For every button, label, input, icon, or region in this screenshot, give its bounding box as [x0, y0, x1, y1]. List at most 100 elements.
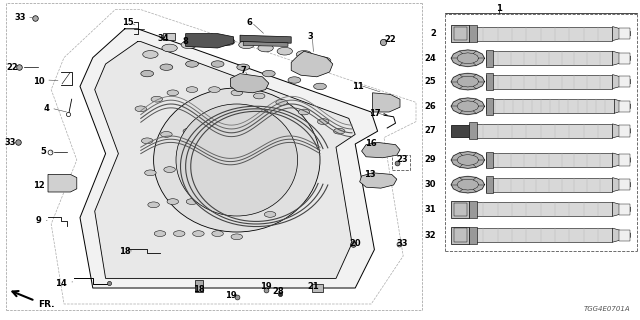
Polygon shape — [230, 74, 269, 93]
Text: 14: 14 — [56, 279, 67, 288]
Text: 20: 20 — [349, 239, 361, 248]
Polygon shape — [240, 35, 291, 43]
Text: 29: 29 — [425, 156, 436, 164]
Bar — [486, 153, 612, 167]
Polygon shape — [612, 202, 630, 216]
Circle shape — [135, 106, 147, 112]
Circle shape — [205, 128, 217, 134]
Bar — [486, 73, 493, 90]
Circle shape — [314, 83, 326, 90]
Polygon shape — [362, 142, 400, 158]
Polygon shape — [80, 29, 378, 288]
Polygon shape — [95, 42, 355, 278]
Polygon shape — [612, 27, 630, 41]
Bar — [469, 123, 477, 139]
Circle shape — [207, 167, 218, 172]
Text: 32: 32 — [425, 231, 436, 240]
Circle shape — [296, 51, 312, 58]
Polygon shape — [451, 98, 484, 115]
Circle shape — [186, 199, 198, 204]
Text: 19: 19 — [225, 292, 236, 300]
Text: 31: 31 — [425, 205, 436, 214]
Polygon shape — [451, 73, 484, 90]
Text: 18: 18 — [119, 247, 131, 256]
Text: 11: 11 — [353, 82, 364, 91]
Circle shape — [239, 41, 254, 49]
Circle shape — [237, 64, 250, 70]
Bar — [451, 201, 469, 218]
Bar — [486, 176, 493, 193]
Bar — [619, 125, 630, 137]
Circle shape — [228, 167, 239, 172]
Bar — [486, 152, 493, 168]
Text: 5: 5 — [40, 148, 46, 156]
Text: 9: 9 — [36, 216, 42, 225]
Circle shape — [333, 128, 345, 134]
Bar — [486, 178, 612, 192]
Circle shape — [276, 100, 287, 105]
Bar — [619, 229, 630, 241]
Bar — [619, 52, 630, 64]
Circle shape — [141, 138, 153, 144]
Text: 12: 12 — [33, 181, 45, 190]
Bar — [454, 228, 467, 242]
Polygon shape — [612, 124, 630, 138]
Circle shape — [145, 170, 156, 176]
Circle shape — [173, 231, 185, 236]
Circle shape — [231, 234, 243, 240]
Text: 19: 19 — [260, 282, 271, 291]
Polygon shape — [372, 93, 400, 112]
Circle shape — [186, 61, 198, 67]
Bar — [195, 280, 203, 292]
Ellipse shape — [154, 88, 320, 232]
Text: 18: 18 — [193, 285, 204, 294]
Circle shape — [143, 51, 158, 58]
Circle shape — [249, 170, 260, 176]
Circle shape — [167, 90, 179, 96]
Bar — [619, 154, 630, 166]
Text: 13: 13 — [364, 170, 376, 179]
Polygon shape — [612, 75, 630, 89]
Text: 21: 21 — [308, 282, 319, 291]
Text: 28: 28 — [273, 287, 284, 296]
Polygon shape — [243, 42, 288, 46]
Text: 23: 23 — [397, 156, 408, 164]
Bar — [451, 227, 469, 244]
Text: 26: 26 — [425, 102, 436, 111]
Text: 30: 30 — [425, 180, 436, 189]
Bar — [469, 202, 612, 216]
Polygon shape — [612, 178, 630, 192]
Text: 22: 22 — [6, 63, 18, 72]
Bar — [619, 179, 630, 190]
Polygon shape — [612, 153, 630, 167]
Circle shape — [148, 202, 159, 208]
Text: 6: 6 — [246, 18, 253, 27]
Circle shape — [181, 41, 196, 49]
Bar — [469, 27, 612, 41]
Circle shape — [185, 167, 196, 172]
Circle shape — [211, 61, 224, 67]
Circle shape — [154, 231, 166, 236]
Polygon shape — [614, 99, 630, 113]
Circle shape — [151, 96, 163, 102]
Bar — [619, 100, 630, 112]
Bar — [486, 98, 493, 115]
Circle shape — [226, 202, 237, 208]
Circle shape — [316, 57, 331, 65]
Text: 7: 7 — [241, 66, 246, 75]
Circle shape — [262, 70, 275, 77]
Bar — [469, 227, 477, 244]
Bar — [619, 76, 630, 87]
Text: 33: 33 — [397, 239, 408, 248]
Bar — [469, 228, 612, 242]
Circle shape — [160, 64, 173, 70]
Bar — [451, 25, 469, 42]
Circle shape — [231, 90, 243, 96]
Bar — [392, 155, 410, 170]
Circle shape — [288, 77, 301, 83]
Text: 2: 2 — [431, 29, 436, 38]
Circle shape — [200, 38, 216, 45]
Circle shape — [212, 231, 223, 236]
Circle shape — [277, 47, 292, 55]
Circle shape — [220, 38, 235, 45]
